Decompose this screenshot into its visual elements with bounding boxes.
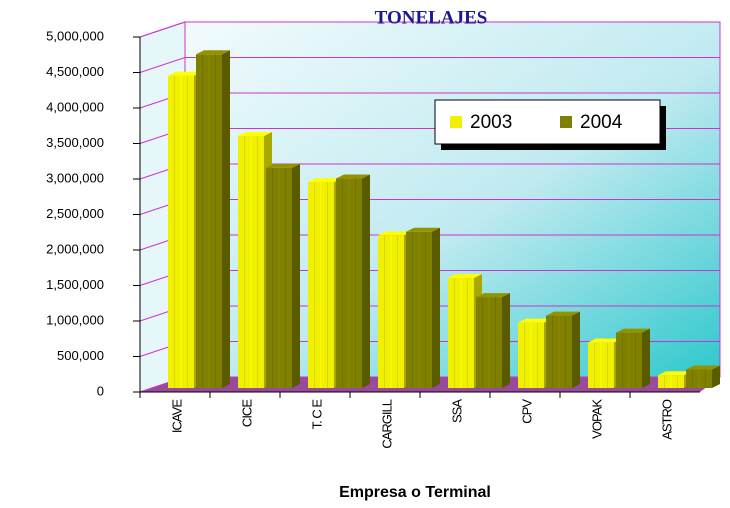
bar-top bbox=[476, 293, 510, 298]
y-tick-label: 5,000,000 bbox=[46, 28, 104, 43]
y-tick-label: 4,500,000 bbox=[46, 64, 104, 79]
legend-box bbox=[434, 99, 661, 145]
y-tick-label: 1,500,000 bbox=[46, 277, 104, 292]
bar bbox=[266, 163, 300, 388]
bar-top bbox=[378, 231, 412, 236]
x-axis-label: Empresa o Terminal bbox=[339, 484, 491, 501]
bar-side bbox=[712, 365, 720, 388]
bar-top bbox=[168, 71, 202, 76]
bar-top bbox=[686, 365, 720, 370]
bar-side bbox=[502, 293, 510, 388]
bar-top bbox=[336, 174, 370, 179]
legend-swatch bbox=[560, 116, 572, 128]
bar bbox=[476, 293, 510, 388]
y-tick-label: 3,000,000 bbox=[46, 170, 104, 185]
bar-top bbox=[588, 338, 622, 343]
y-tick-label: 2,500,000 bbox=[46, 206, 104, 221]
bar-top bbox=[196, 50, 230, 55]
legend: 2003 2004 bbox=[434, 99, 666, 150]
bar-top bbox=[266, 163, 300, 168]
chart-title: TONELAJES bbox=[375, 7, 488, 28]
x-tick-label: CPV bbox=[519, 399, 534, 424]
bar bbox=[546, 311, 580, 388]
bar bbox=[406, 227, 440, 388]
x-tick-label: ICAVE bbox=[169, 399, 184, 433]
legend-label: 2004 bbox=[580, 112, 623, 133]
x-tick-label: T. C E bbox=[309, 399, 324, 430]
x-tick-label: CICE bbox=[239, 399, 254, 427]
bar bbox=[196, 50, 230, 389]
y-tick-label: 3,500,000 bbox=[46, 135, 104, 150]
y-tick-label: 500,000 bbox=[57, 348, 104, 363]
bar-side bbox=[362, 174, 370, 388]
x-tick-label: VOPAK bbox=[589, 399, 604, 439]
bar-top bbox=[658, 371, 692, 376]
legend-swatch bbox=[450, 116, 462, 128]
x-tick-label: SSA bbox=[449, 399, 464, 423]
bar-top bbox=[448, 273, 482, 278]
bar bbox=[336, 174, 370, 388]
bar-top bbox=[238, 131, 272, 136]
bar-side bbox=[222, 50, 230, 389]
x-tick-label: CARGILL bbox=[379, 399, 394, 448]
bar-side bbox=[572, 311, 580, 388]
grid-line bbox=[139, 21, 720, 38]
y-tick-label: 1,000,000 bbox=[46, 312, 104, 327]
bar-top bbox=[406, 227, 440, 232]
bar-top bbox=[518, 318, 552, 323]
bar-side bbox=[292, 163, 300, 388]
legend-label: 2003 bbox=[470, 112, 512, 133]
bar bbox=[686, 365, 720, 388]
bar bbox=[616, 328, 650, 388]
grid-line bbox=[139, 57, 720, 73]
bar-side bbox=[642, 328, 650, 388]
x-tick-label: ASTRO bbox=[659, 399, 674, 440]
y-tick-label: 2,000,000 bbox=[46, 241, 104, 256]
bar-side bbox=[432, 227, 440, 388]
bar-top bbox=[308, 178, 342, 183]
bar-top bbox=[546, 311, 580, 316]
y-tick-label: 4,000,000 bbox=[46, 99, 104, 114]
bar-top bbox=[616, 328, 650, 333]
y-tick-label: 0 bbox=[97, 383, 104, 398]
